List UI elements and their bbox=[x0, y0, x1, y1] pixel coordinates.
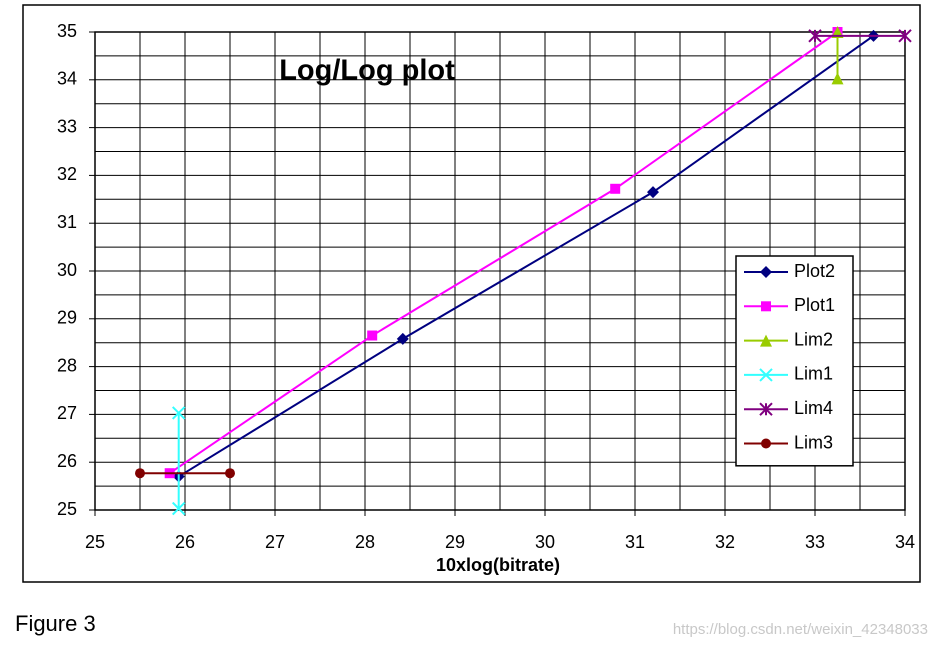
x-tick-label: 26 bbox=[175, 532, 195, 552]
marker bbox=[898, 29, 912, 43]
y-tick-label: 26 bbox=[57, 451, 77, 471]
y-tick-label: 29 bbox=[57, 308, 77, 328]
series-line bbox=[169, 31, 839, 475]
marker bbox=[831, 72, 844, 85]
legend-box bbox=[735, 255, 854, 467]
legend-marker bbox=[760, 266, 772, 278]
chart-border bbox=[22, 4, 921, 583]
legend-label: Plot2 bbox=[794, 261, 835, 281]
legend-label: Lim4 bbox=[794, 398, 833, 418]
y-tick-label: 35 bbox=[57, 21, 77, 41]
legend-label: Lim1 bbox=[794, 364, 833, 384]
marker bbox=[367, 330, 378, 341]
y-tick-label: 30 bbox=[57, 260, 77, 280]
x-tick-label: 29 bbox=[445, 532, 465, 552]
legend-marker bbox=[761, 301, 771, 312]
x-tick-label: 34 bbox=[895, 532, 915, 552]
figure-caption: Figure 3 bbox=[15, 611, 96, 636]
x-tick-label: 28 bbox=[355, 532, 375, 552]
x-tick-label: 31 bbox=[625, 532, 645, 552]
marker bbox=[225, 468, 235, 479]
x-axis-label: 10xlog(bitrate) bbox=[436, 555, 560, 575]
y-tick-label: 34 bbox=[57, 69, 77, 89]
legend-label: Lim3 bbox=[794, 432, 833, 452]
marker bbox=[171, 501, 186, 516]
legend-label: Plot1 bbox=[794, 295, 835, 315]
y-tick-label: 32 bbox=[57, 164, 77, 184]
marker bbox=[610, 183, 621, 194]
marker bbox=[171, 406, 186, 420]
legend: Plot2 Plot1 Lim2 Lim1 Lim4 Lim3 bbox=[735, 255, 854, 467]
chart-title: Log/Log plot bbox=[279, 55, 455, 87]
y-tick-label: 25 bbox=[57, 499, 77, 519]
x-tick-label: 25 bbox=[85, 532, 105, 552]
legend-marker bbox=[759, 368, 773, 382]
legend-marker bbox=[761, 438, 771, 449]
x-tick-label: 30 bbox=[535, 532, 555, 552]
watermark: https://blog.csdn.net/weixin_42348033 bbox=[673, 621, 928, 638]
marker bbox=[647, 186, 659, 199]
marker bbox=[396, 332, 409, 345]
series-line bbox=[178, 35, 875, 478]
legend-marker bbox=[759, 402, 773, 416]
marker bbox=[135, 468, 145, 479]
marker bbox=[808, 29, 822, 43]
y-tick-label: 31 bbox=[57, 212, 77, 232]
y-tick-label: 33 bbox=[57, 116, 77, 136]
legend-label: Lim2 bbox=[794, 329, 833, 349]
x-tick-label: 27 bbox=[265, 532, 285, 552]
x-tick-label: 33 bbox=[805, 532, 825, 552]
y-tick-label: 27 bbox=[57, 403, 77, 423]
x-tick-label: 32 bbox=[715, 532, 735, 552]
y-tick-label: 28 bbox=[57, 355, 77, 375]
legend-marker bbox=[760, 334, 772, 347]
